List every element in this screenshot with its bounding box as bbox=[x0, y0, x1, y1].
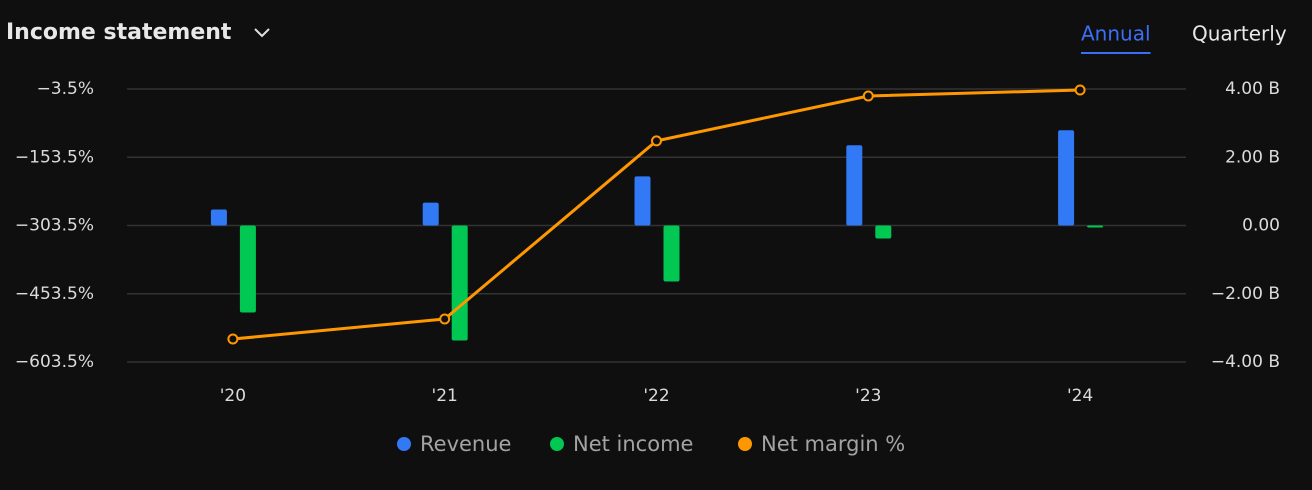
legend-label[interactable]: Net income bbox=[573, 432, 693, 456]
chart-title[interactable]: Income statement bbox=[6, 20, 232, 45]
bar bbox=[422, 202, 439, 226]
y2-tick-label: −4.00 B bbox=[1211, 352, 1280, 372]
x-tick-label: '22 bbox=[643, 386, 669, 406]
y-tick-label: −303.5% bbox=[15, 216, 94, 236]
y-tick-label: −453.5% bbox=[15, 284, 94, 304]
y-tick-label: −153.5% bbox=[15, 147, 94, 167]
legend-marker[interactable] bbox=[738, 437, 752, 451]
bar bbox=[239, 225, 256, 313]
bar bbox=[663, 225, 680, 282]
line-point bbox=[862, 90, 874, 102]
legend-label[interactable]: Revenue bbox=[420, 432, 511, 456]
x-tick-label: '24 bbox=[1067, 386, 1093, 406]
y2-tick-label: −2.00 B bbox=[1211, 284, 1280, 304]
legend-marker[interactable] bbox=[550, 437, 564, 451]
bar bbox=[875, 225, 892, 239]
legend-label[interactable]: Net margin % bbox=[761, 432, 905, 456]
y2-tick-label: 4.00 B bbox=[1225, 79, 1280, 99]
y-tick-label: −603.5% bbox=[15, 352, 94, 372]
x-tick-label: '23 bbox=[855, 386, 881, 406]
bar bbox=[846, 145, 863, 226]
line-point bbox=[651, 135, 662, 147]
tab[interactable]: Annual bbox=[1081, 22, 1151, 46]
y-tick-label: −3.5% bbox=[37, 79, 94, 99]
bar bbox=[451, 225, 468, 341]
tab[interactable]: Quarterly bbox=[1192, 22, 1287, 46]
line-point bbox=[1074, 84, 1086, 96]
line-point bbox=[227, 333, 239, 345]
legend-marker[interactable] bbox=[397, 437, 411, 451]
line-point bbox=[439, 313, 451, 325]
bar bbox=[1087, 225, 1104, 228]
x-tick-label: '21 bbox=[432, 386, 458, 406]
x-tick-label: '20 bbox=[220, 386, 246, 406]
bar bbox=[634, 176, 651, 226]
bar bbox=[210, 209, 227, 226]
y2-tick-label: 0.00 bbox=[1242, 216, 1280, 236]
y2-tick-label: 2.00 B bbox=[1225, 147, 1280, 167]
bar bbox=[1058, 130, 1075, 226]
dropdown-chevron[interactable] bbox=[254, 28, 270, 38]
